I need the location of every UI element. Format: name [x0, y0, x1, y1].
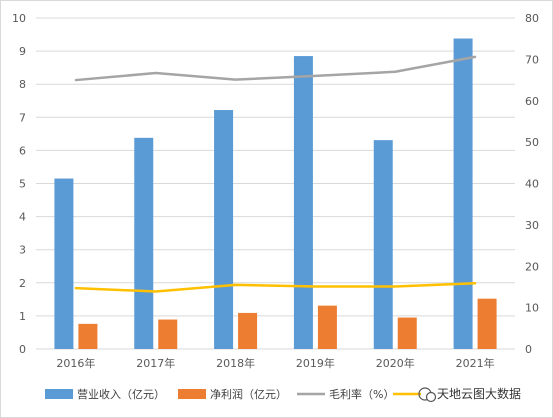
bar-revenue: [373, 140, 393, 349]
axis-ticks: 0 1 2 3 4 5 6 7 8 9 10 0 10 20 30 40 50 60 70 80 2016年 2017年 2…: [12, 12, 539, 370]
bar-revenue: [293, 56, 313, 349]
legend-label: 毛利率（%）: [329, 387, 394, 401]
bar-revenue: [453, 38, 473, 349]
line-series-gross-margin: [74, 55, 477, 82]
y-left-tick-label: 9: [19, 45, 26, 58]
bar-net-profit: [158, 319, 178, 349]
legend-swatch: [178, 389, 206, 399]
bar-net-profit: [78, 323, 98, 349]
line-marks: [74, 55, 477, 293]
y-right-tick-label: 70: [525, 53, 539, 66]
x-tick-label: 2016年: [56, 356, 95, 370]
bar-revenue: [54, 178, 74, 349]
y-right-tick-label: 60: [525, 95, 539, 108]
bar-net-profit: [238, 312, 258, 349]
watermark: 天地云图大数据: [418, 386, 521, 403]
legend-label: 净利润（亿元）: [210, 387, 287, 401]
wechat-icon-bubble: [425, 391, 437, 403]
x-tick-label: 2020年: [376, 356, 415, 370]
y-right-tick-label: 30: [525, 219, 539, 232]
legend-label: 营业收入（亿元）: [77, 387, 165, 401]
bar-net-profit: [397, 317, 417, 349]
x-tick-label: 2018年: [216, 356, 255, 370]
y-left-tick-label: 0: [19, 343, 26, 356]
y-left-tick-label: 5: [19, 178, 26, 191]
y-right-tick-label: 40: [525, 178, 539, 191]
bar-revenue: [134, 137, 154, 349]
y-left-tick-label: 7: [19, 111, 26, 124]
bar-revenue: [214, 110, 234, 349]
x-tick-label: 2019年: [296, 356, 335, 370]
watermark-text: 天地云图大数据: [437, 386, 521, 401]
bar-net-profit: [477, 298, 497, 349]
line-series-net-margin: [74, 281, 477, 293]
y-right-tick-label: 10: [525, 302, 539, 315]
legend: 营业收入（亿元） 净利润（亿元） 毛利率（%）: [45, 387, 421, 401]
x-tick-label: 2021年: [456, 356, 495, 370]
gridlines: [36, 17, 515, 350]
legend-swatch: [45, 389, 73, 399]
y-left-tick-label: 8: [19, 78, 26, 91]
x-tick-label: 2017年: [136, 356, 175, 370]
y-left-tick-label: 3: [19, 244, 26, 257]
y-right-tick-label: 0: [525, 343, 532, 356]
y-left-tick-label: 2: [19, 277, 26, 290]
y-right-tick-label: 50: [525, 136, 539, 149]
bar-marks: [54, 38, 497, 349]
y-right-tick-label: 80: [525, 12, 539, 25]
y-left-tick-label: 1: [19, 310, 26, 323]
y-left-tick-label: 6: [19, 144, 26, 157]
y-left-tick-label: 4: [19, 211, 26, 224]
bar-net-profit: [317, 305, 337, 349]
y-right-tick-label: 20: [525, 260, 539, 273]
y-left-tick-label: 10: [12, 12, 26, 25]
